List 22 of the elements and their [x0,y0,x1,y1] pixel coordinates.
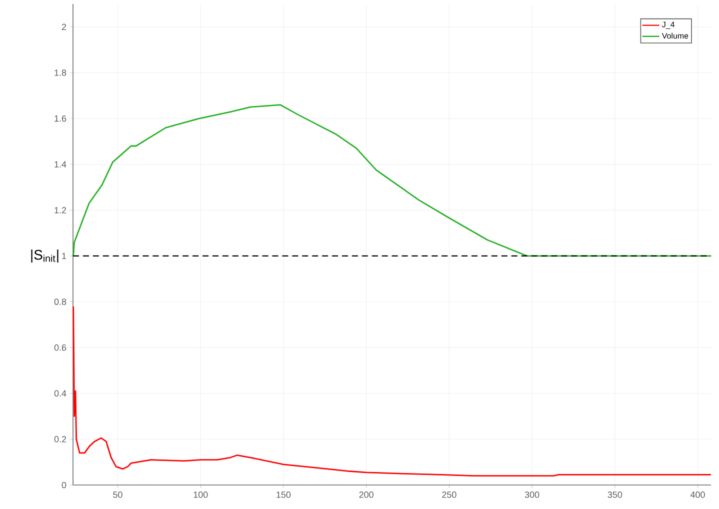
line-series [72,104,712,257]
x-tick-label: 50 [113,492,122,498]
y-tick-label: 1.8 [54,70,66,76]
y-tick-label: 0.8 [54,298,66,305]
x-tick-label: 150 [276,492,291,498]
y-axis-title: |S$_{init}$| [31,250,58,263]
y-tick-label: 2 [62,24,66,30]
y-tick-label: 1.6 [54,115,66,122]
x-tick-label: 250 [442,492,456,498]
x-tick-label: 300 [524,492,540,498]
y-tick-label: 0.2 [54,436,66,442]
y-tick-label: 0.4 [54,390,66,397]
y-tick-label: 1 [62,252,66,260]
x-tick-label: 100 [194,492,208,498]
y-tick-label: 0 [62,482,66,488]
x-tick-label: 350 [608,492,622,498]
y-tick-label: 1.4 [54,161,66,168]
y-tick-label: 1.2 [54,207,66,214]
y-tick-label: 0.6 [54,344,66,351]
x-tick-label: 400 [690,492,705,498]
x-tick-label: 200 [359,492,374,498]
line-series [72,306,712,477]
